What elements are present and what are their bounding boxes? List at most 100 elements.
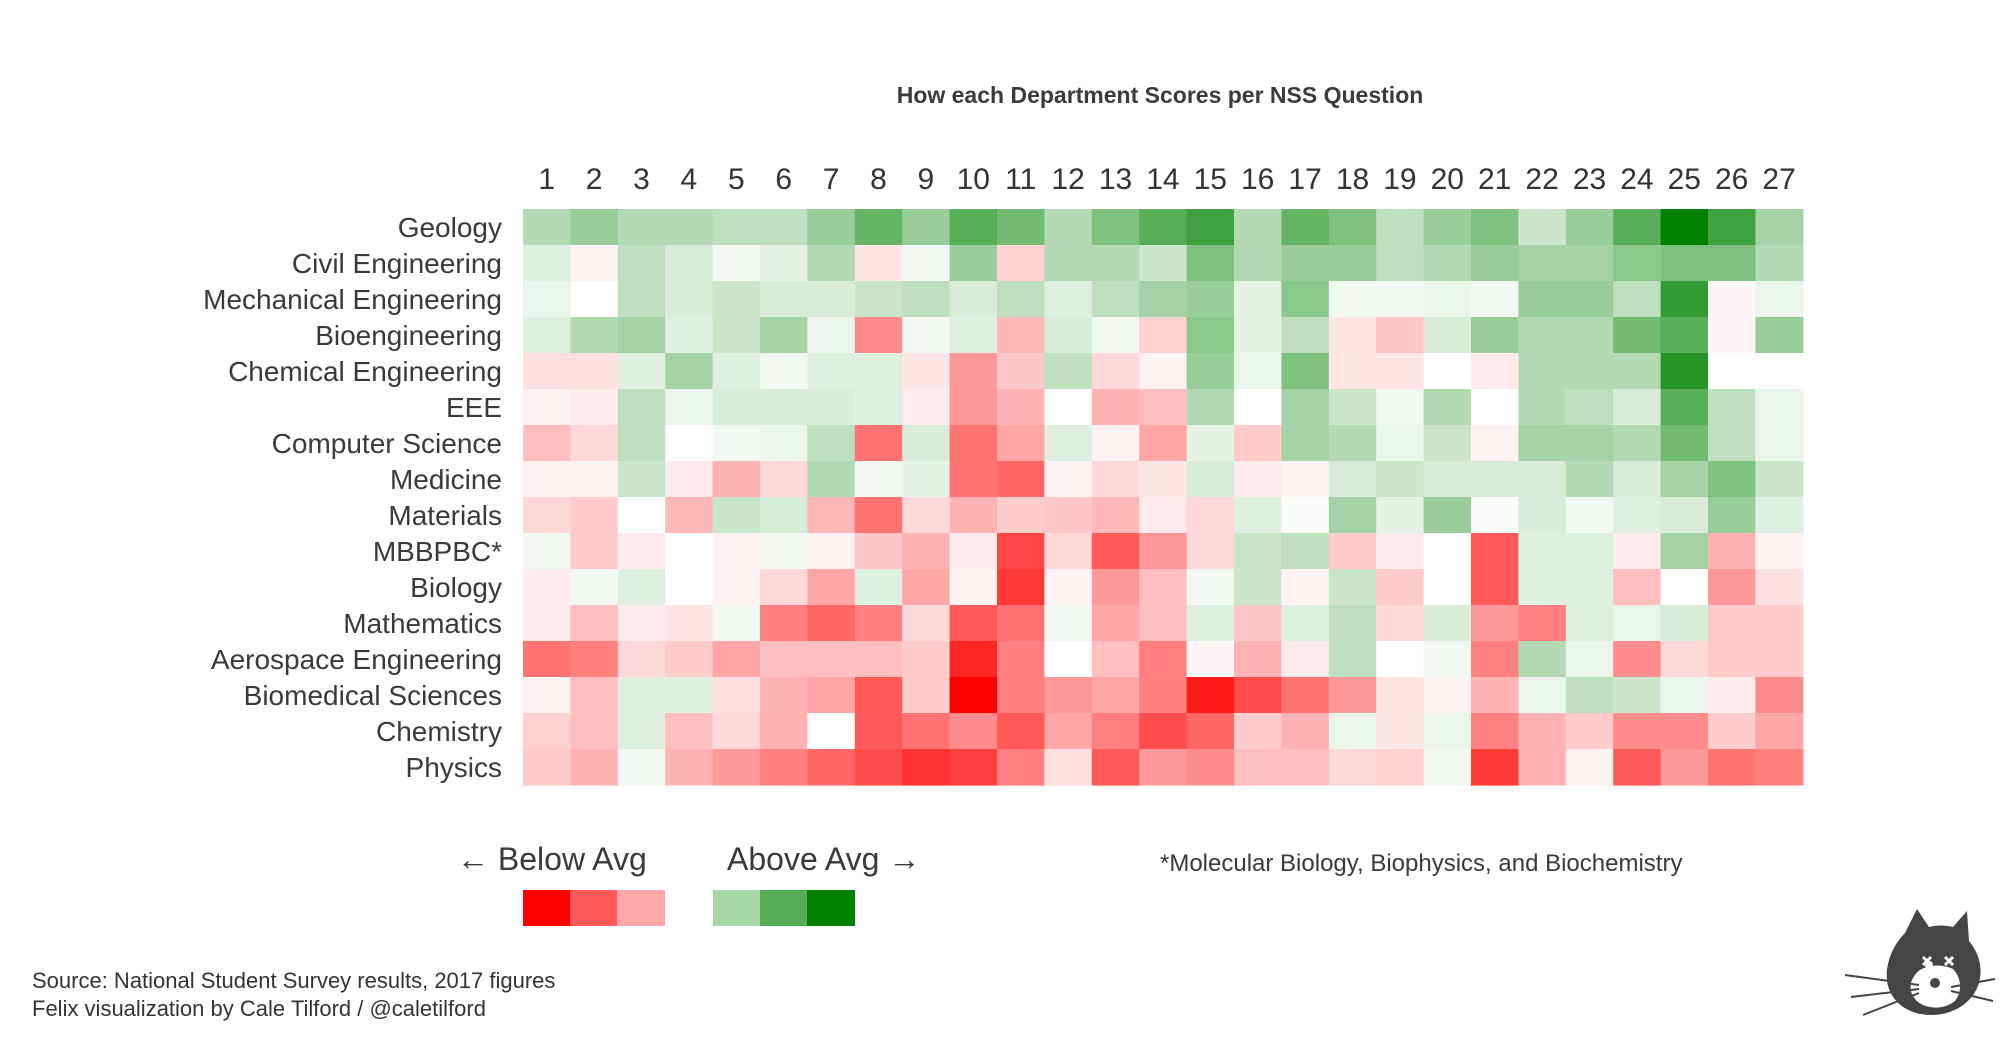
- heatmap-cell: [712, 605, 761, 642]
- heatmap-cell: [1565, 749, 1614, 786]
- heatmap-cell: [1660, 209, 1709, 246]
- heatmap-cell: [1376, 317, 1425, 354]
- heatmap-cell: [1281, 497, 1330, 534]
- heatmap-cell: [1186, 425, 1235, 462]
- heatmap-cell: [1044, 425, 1093, 462]
- heatmap-cell: [902, 353, 951, 390]
- heatmap-cell: [1565, 209, 1614, 246]
- heatmap-cell: [760, 569, 808, 606]
- heatmap-cell: [1565, 713, 1614, 750]
- heatmap-cell: [854, 605, 903, 642]
- heatmap-cell: [760, 461, 808, 498]
- heatmap-cell: [1518, 281, 1567, 318]
- heatmap-cell: [1139, 641, 1188, 678]
- heatmap-cell: [617, 605, 666, 642]
- heatmap-cell: [1044, 677, 1093, 714]
- heatmap-cell: [1423, 713, 1472, 750]
- heatmap-cell: [1518, 713, 1567, 750]
- footnote: *Molecular Biology, Biophysics, and Bioc…: [1160, 850, 1682, 877]
- heatmap-cell: [1471, 389, 1519, 426]
- heatmap-cell: [1708, 497, 1756, 534]
- heatmap-cell: [712, 533, 761, 570]
- row-label: MBBPBC*: [373, 536, 502, 567]
- heatmap-cell: [617, 749, 666, 786]
- heatmap-cell: [807, 713, 856, 750]
- heatmap-cell: [949, 461, 998, 498]
- column-label: 27: [1762, 163, 1795, 196]
- heatmap-cell: [1565, 353, 1614, 390]
- heatmap-cell: [1091, 425, 1140, 462]
- heatmap-cell: [760, 425, 808, 462]
- heatmap-cell: [665, 677, 714, 714]
- heatmap-cell: [1186, 749, 1235, 786]
- heatmap-cell: [1471, 749, 1519, 786]
- heatmap-cell: [1565, 677, 1614, 714]
- heatmap-cell: [1518, 461, 1567, 498]
- heatmap-cell: [997, 281, 1045, 318]
- heatmap-cell: [1423, 245, 1472, 282]
- heatmap-cell: [1708, 281, 1756, 318]
- heatmap-cell: [1660, 569, 1709, 606]
- heatmap-cell: [523, 605, 571, 642]
- heatmap-cell: [1234, 353, 1282, 390]
- heatmap-cell: [1471, 317, 1519, 354]
- heatmap-cell: [760, 317, 808, 354]
- heatmap-cell: [1423, 353, 1472, 390]
- heatmap-cell: [902, 425, 951, 462]
- column-label: 3: [633, 163, 650, 196]
- heatmap-cell: [1755, 677, 1804, 714]
- heatmap-cell: [854, 281, 903, 318]
- heatmap-cell: [1708, 461, 1756, 498]
- heatmap-cell: [1565, 461, 1614, 498]
- heatmap-cell: [1234, 569, 1282, 606]
- heatmap-cell: [1565, 245, 1614, 282]
- row-label: Bioengineering: [315, 320, 502, 351]
- heatmap-cell: [854, 569, 903, 606]
- legend-below-label: ← Below Avg: [457, 841, 647, 877]
- heatmap-cell: [854, 749, 903, 786]
- heatmap-cell: [665, 605, 714, 642]
- heatmap-cell: [1328, 461, 1377, 498]
- heatmap-cell: [1755, 245, 1804, 282]
- heatmap-cell: [523, 389, 571, 426]
- heatmap-cell: [1234, 605, 1282, 642]
- heatmap-cell: [997, 605, 1045, 642]
- heatmap-cell: [760, 281, 808, 318]
- heatmap-cell: [902, 533, 951, 570]
- heatmap-cell: [617, 461, 666, 498]
- column-label: 12: [1051, 163, 1084, 196]
- heatmap-cell: [665, 497, 714, 534]
- column-label: 17: [1288, 163, 1321, 196]
- heatmap-cell: [1234, 749, 1282, 786]
- heatmap-cell: [1613, 749, 1662, 786]
- heatmap-cell: [854, 533, 903, 570]
- heatmap-cell: [902, 497, 951, 534]
- heatmap-cell: [1755, 641, 1804, 678]
- heatmap-cell: [1613, 353, 1662, 390]
- heatmap-cell: [1471, 353, 1519, 390]
- heatmap-cell: [1518, 425, 1567, 462]
- heatmap-cell: [1565, 533, 1614, 570]
- heatmap-cell: [1186, 281, 1235, 318]
- heatmap-cell: [523, 461, 571, 498]
- column-label: 4: [681, 163, 698, 196]
- heatmap-cell: [1328, 641, 1377, 678]
- heatmap-cell: [570, 605, 619, 642]
- heatmap-cell: [1565, 605, 1614, 642]
- heatmap-cell: [1613, 713, 1662, 750]
- heatmap-cell: [902, 641, 951, 678]
- heatmap-cell: [617, 497, 666, 534]
- heatmap-cell: [1613, 245, 1662, 282]
- heatmap-cell: [1423, 677, 1472, 714]
- heatmap-cell: [1471, 605, 1519, 642]
- heatmap-cell: [1234, 281, 1282, 318]
- column-label: 25: [1668, 163, 1701, 196]
- heatmap-cell: [1281, 389, 1330, 426]
- heatmap-cell: [1234, 461, 1282, 498]
- legend-below-swatch: [617, 890, 665, 926]
- column-label: 16: [1241, 163, 1274, 196]
- heatmap-cell: [665, 713, 714, 750]
- heatmap-cell: [854, 425, 903, 462]
- column-label: 14: [1146, 163, 1179, 196]
- heatmap-cell: [1660, 425, 1709, 462]
